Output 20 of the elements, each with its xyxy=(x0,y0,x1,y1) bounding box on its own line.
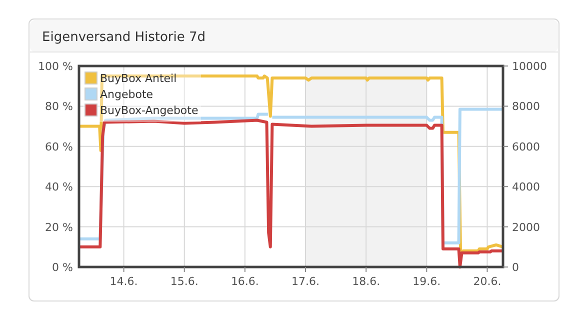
y2-tick-label: 6000 xyxy=(512,140,540,154)
y-tick-label: 0 % xyxy=(52,261,73,274)
x-tick-label: 15.6. xyxy=(170,275,198,288)
x-tick-label: 20.6. xyxy=(473,275,502,288)
x-tick-label: 19.6. xyxy=(412,275,441,288)
chart-title: Eigenversand Historie 7d xyxy=(42,30,206,45)
y2-tick-label: 4000 xyxy=(512,180,540,194)
y-tick-label: 60 % xyxy=(45,140,73,154)
y2-tick-label: 8000 xyxy=(512,100,540,114)
x-tick-label: 16.6. xyxy=(230,275,259,288)
x-tick-label: 14.6. xyxy=(110,275,138,288)
y-tick-label: 100 % xyxy=(38,60,73,73)
y2-tick-label: 0 xyxy=(512,261,519,274)
y2-tick-label: 10000 xyxy=(512,60,547,73)
y2-tick-label: 2000 xyxy=(512,220,540,234)
x-tick-label: 18.6. xyxy=(352,275,380,288)
y-tick-label: 20 % xyxy=(45,220,73,234)
y-tick-label: 80 % xyxy=(45,100,73,114)
y-tick-label: 40 % xyxy=(45,180,73,194)
x-tick-label: 17.6. xyxy=(292,275,320,288)
